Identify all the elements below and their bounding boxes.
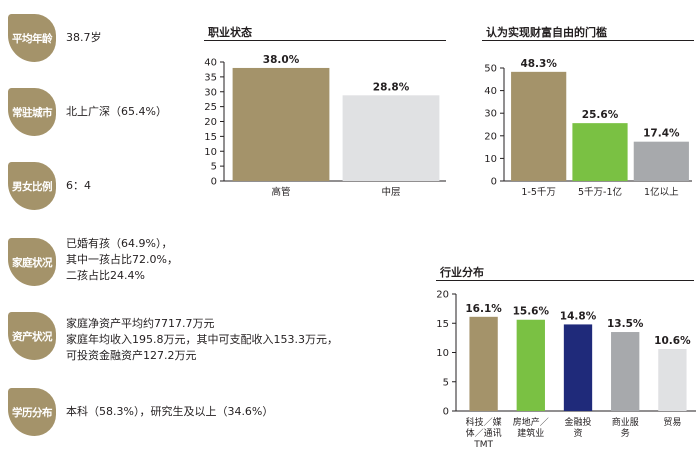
y-tick-label: 35 [204, 72, 217, 83]
y-tick-label: 5 [211, 162, 217, 173]
industry-distribution-chart: 0 5 10 15 20 16.1% 科技／媒体／通讯 TMT 15.6% 房地产／建筑业 14.8… [436, 290, 696, 450]
y-tick-label: 30 [484, 109, 497, 120]
stat-value: 家庭净资产平均约7717.7万元 家庭年均收入195.8万元，其中可支配收入15… [66, 317, 338, 362]
category-label: 中层 [381, 186, 400, 198]
stat-value: 38.7岁 [66, 31, 102, 44]
data-label: 48.3% [520, 58, 557, 70]
category-label: 科技／媒体／通讯 TMT [466, 416, 502, 450]
category-label: 商业服务 [612, 416, 639, 439]
bar [611, 332, 640, 411]
stat-label: 家庭状况 [12, 256, 53, 269]
stat-assets: 资产状况 家庭净资产平均约7717.7万元 家庭年均收入195.8万元，其中可支… [0, 312, 340, 362]
stat-label: 常驻城市 [12, 106, 53, 119]
stat-label: 学历分布 [12, 406, 53, 419]
y-tick-label: 15 [436, 319, 449, 330]
y-tick-label: 20 [204, 117, 217, 128]
y-tick-label: 0 [491, 177, 497, 188]
bar [469, 316, 498, 411]
stat-label: 男女比例 [12, 180, 53, 193]
bar [633, 141, 689, 181]
y-tick-label: 0 [211, 177, 217, 188]
bar [511, 71, 567, 181]
stat-gender-ratio: 男女比例 6：4 [0, 162, 340, 212]
category-label: 贸易 [663, 416, 681, 428]
stat-badge: 家庭状况 [8, 238, 56, 286]
data-label: 17.4% [643, 128, 680, 140]
category-label: 1-5千万 [521, 187, 556, 198]
data-label: 38.0% [263, 54, 300, 66]
bar [563, 324, 593, 411]
y-tick-label: 10 [204, 147, 217, 158]
stat-value: 6：4 [66, 179, 91, 192]
bar [658, 348, 687, 411]
job-status-chart: 0 5 10 15 20 25 30 35 40 38.0% 高管 28.8% 中层 [204, 54, 446, 198]
category-label: 金融投资 [564, 416, 591, 439]
stat-badge: 男女比例 [8, 162, 56, 210]
stat-resident-city: 常驻城市 北上广深（65.4%） [0, 88, 340, 138]
data-label: 10.6% [654, 335, 691, 347]
stat-value: 本科（58.3%），研究生及以上（34.6%） [66, 405, 274, 418]
stat-badge: 常驻城市 [8, 88, 56, 136]
category-label: 5千万-1亿 [578, 186, 622, 198]
chart-title-job: 职业状态 [208, 26, 252, 39]
stat-badge: 资产状况 [8, 312, 56, 360]
wealth-threshold-chart: 0 10 20 30 40 50 48.3% 1-5千万 25.6% 5千万-1亿 17.4% 1亿以… [484, 58, 692, 198]
title-underline [436, 280, 694, 281]
category-label: 房地产／建筑业 [513, 416, 549, 439]
bar [342, 95, 440, 181]
y-tick-label: 40 [484, 86, 497, 97]
data-label: 15.6% [513, 306, 550, 318]
data-label: 16.1% [465, 303, 502, 315]
data-label: 25.6% [582, 109, 619, 121]
chart-title-industry: 行业分布 [440, 266, 484, 279]
data-label: 14.8% [560, 310, 597, 322]
data-label: 13.5% [607, 318, 644, 330]
stat-label: 资产状况 [12, 330, 53, 343]
y-tick-label: 40 [204, 58, 217, 69]
title-underline [204, 40, 446, 41]
y-tick-label: 20 [436, 290, 449, 301]
y-tick-label: 15 [204, 132, 217, 143]
stat-education: 学历分布 本科（58.3%），研究生及以上（34.6%） [0, 388, 340, 438]
stat-badge: 平均年龄 [8, 14, 56, 62]
title-underline [482, 40, 694, 41]
y-tick-label: 10 [484, 154, 497, 165]
stat-badge: 学历分布 [8, 388, 56, 436]
y-tick-label: 50 [484, 64, 497, 75]
bar [572, 123, 628, 181]
chart-title-wealth: 认为实现财富自由的门槛 [486, 26, 607, 39]
stat-average-age: 平均年龄 38.7岁 [0, 14, 340, 64]
y-tick-label: 25 [204, 102, 217, 113]
y-tick-label: 0 [443, 407, 449, 418]
category-label: 1亿以上 [644, 186, 679, 198]
y-tick-label: 5 [443, 377, 449, 388]
stat-label: 平均年龄 [12, 32, 53, 45]
stat-value: 已婚有孩（64.9%）， 其中一孩占比72.0%， 二孩占比24.4% [66, 237, 178, 282]
y-tick-label: 10 [436, 348, 449, 359]
bar [232, 67, 330, 181]
stat-family-status: 家庭状况 已婚有孩（64.9%）， 其中一孩占比72.0%， 二孩占比24.4% [0, 237, 340, 288]
data-label: 28.8% [373, 81, 410, 93]
y-tick-label: 30 [204, 87, 217, 98]
stat-value: 北上广深（65.4%） [66, 105, 167, 118]
category-label: 高管 [271, 186, 290, 198]
bar [516, 319, 545, 411]
y-tick-label: 20 [484, 131, 497, 142]
